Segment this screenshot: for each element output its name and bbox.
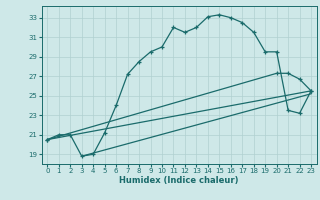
X-axis label: Humidex (Indice chaleur): Humidex (Indice chaleur)	[119, 176, 239, 185]
